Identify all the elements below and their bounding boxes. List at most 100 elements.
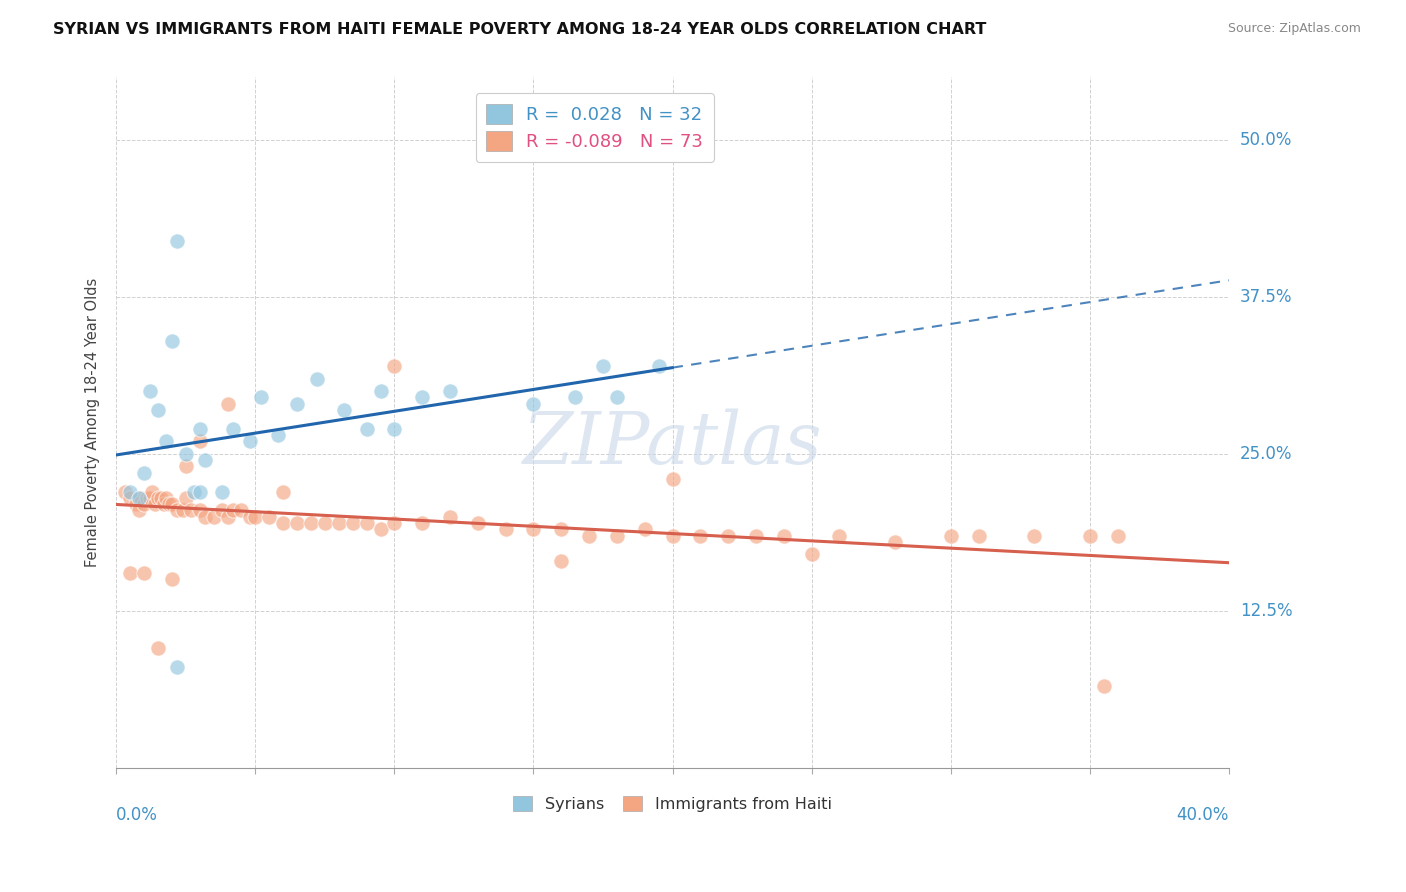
Point [285, 397, 308, 411]
Point [222, 422, 245, 436]
Point [132, 497, 155, 511]
Point [564, 391, 586, 405]
Point [884, 534, 907, 549]
Point [194, 453, 217, 467]
Point [160, 497, 183, 511]
Point [149, 491, 172, 505]
Text: Source: ZipAtlas.com: Source: ZipAtlas.com [1227, 22, 1361, 36]
Point [132, 566, 155, 581]
Point [211, 503, 233, 517]
Point [152, 497, 174, 511]
Point [266, 428, 288, 442]
Text: ZIPatlas: ZIPatlas [523, 408, 823, 478]
Point [141, 484, 163, 499]
Point [125, 497, 148, 511]
Point [772, 528, 794, 542]
Point [120, 484, 142, 499]
Point [689, 528, 711, 542]
Text: SYRIAN VS IMMIGRANTS FROM HAITI FEMALE POVERTY AMONG 18-24 YEAR OLDS CORRELATION: SYRIAN VS IMMIGRANTS FROM HAITI FEMALE P… [53, 22, 987, 37]
Point [578, 528, 600, 542]
Point [356, 516, 378, 530]
Point [606, 391, 628, 405]
Point [967, 528, 990, 542]
Point [231, 503, 253, 517]
Point [217, 509, 239, 524]
Point [138, 384, 160, 399]
Point [939, 528, 962, 542]
Point [828, 528, 851, 542]
Text: 0.0%: 0.0% [117, 805, 157, 823]
Point [384, 516, 406, 530]
Point [745, 528, 768, 542]
Point [131, 491, 153, 505]
Point [550, 554, 572, 568]
Point [647, 359, 669, 373]
Point [439, 509, 461, 524]
Point [128, 503, 150, 517]
Point [800, 547, 823, 561]
Point [211, 484, 233, 499]
Point [157, 497, 180, 511]
Text: 37.5%: 37.5% [1240, 288, 1292, 306]
Point [120, 491, 142, 505]
Point [217, 397, 239, 411]
Point [188, 503, 211, 517]
Point [411, 391, 433, 405]
Point [550, 522, 572, 536]
Point [271, 484, 294, 499]
Point [522, 522, 544, 536]
Point [174, 459, 197, 474]
Point [188, 484, 211, 499]
Point [194, 509, 217, 524]
Point [172, 503, 194, 517]
Point [384, 359, 406, 373]
Point [166, 503, 188, 517]
Point [271, 516, 294, 530]
Text: 40.0%: 40.0% [1177, 805, 1229, 823]
Point [174, 491, 197, 505]
Point [411, 516, 433, 530]
Point [155, 491, 177, 505]
Point [606, 528, 628, 542]
Point [146, 491, 169, 505]
Point [333, 403, 356, 417]
Point [439, 384, 461, 399]
Legend: Syrians, Immigrants from Haiti: Syrians, Immigrants from Haiti [506, 789, 838, 818]
Point [146, 641, 169, 656]
Point [120, 566, 142, 581]
Point [467, 516, 489, 530]
Point [155, 434, 177, 449]
Point [239, 509, 262, 524]
Point [259, 509, 281, 524]
Point [661, 472, 683, 486]
Point [1107, 528, 1129, 542]
Point [174, 447, 197, 461]
Point [342, 516, 364, 530]
Text: 25.0%: 25.0% [1240, 445, 1292, 463]
Point [188, 422, 211, 436]
Point [245, 509, 267, 524]
Point [522, 397, 544, 411]
Point [132, 466, 155, 480]
Point [166, 234, 188, 248]
Text: 50.0%: 50.0% [1240, 131, 1292, 149]
Point [202, 509, 225, 524]
Point [370, 384, 392, 399]
Text: 12.5%: 12.5% [1240, 602, 1292, 620]
Point [188, 434, 211, 449]
Point [160, 334, 183, 348]
Point [356, 422, 378, 436]
Point [160, 573, 183, 587]
Point [634, 522, 657, 536]
Point [495, 522, 517, 536]
Point [222, 503, 245, 517]
Point [1078, 528, 1101, 542]
Point [128, 491, 150, 505]
Point [114, 484, 136, 499]
Y-axis label: Female Poverty Among 18-24 Year Olds: Female Poverty Among 18-24 Year Olds [86, 278, 100, 567]
Point [239, 434, 262, 449]
Point [1092, 679, 1115, 693]
Point [305, 371, 328, 385]
Point [717, 528, 740, 542]
Point [299, 516, 322, 530]
